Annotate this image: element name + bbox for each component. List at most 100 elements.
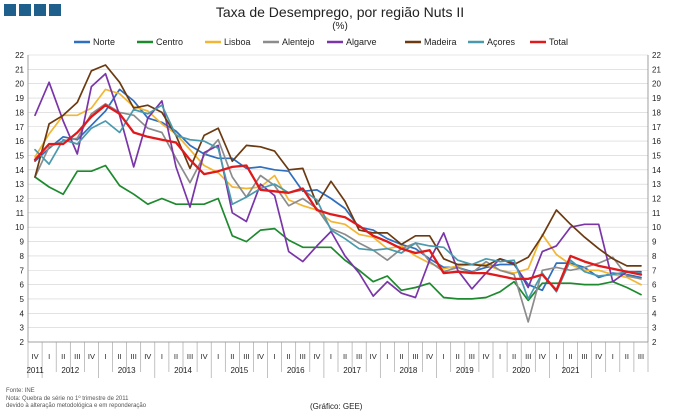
y-tick-label-right: 16: [652, 137, 661, 146]
y-tick-label-right: 9: [652, 238, 657, 247]
y-tick-label-right: 11: [652, 209, 661, 218]
y-tick-label-left: 7: [20, 266, 25, 275]
x-tick-label-year: 2016: [287, 366, 305, 375]
y-tick-label-right: 18: [652, 108, 661, 117]
legend-label: Algarve: [346, 37, 377, 47]
x-tick-label-quarter: II: [343, 352, 347, 361]
y-tick-label-left: 16: [15, 137, 24, 146]
y-tick-label-left: 20: [15, 80, 24, 89]
legend-label: Madeira: [424, 37, 457, 47]
x-tick-label-year: 2017: [343, 366, 361, 375]
y-tick-label-right: 4: [652, 309, 657, 318]
x-tick-label-quarter: IV: [31, 352, 38, 361]
legend-label: Açores: [487, 37, 516, 47]
x-tick-label-quarter: I: [499, 352, 501, 361]
y-tick-label-right: 14: [652, 166, 661, 175]
x-tick-label-quarter: I: [161, 352, 163, 361]
y-tick-label-right: 5: [652, 295, 657, 304]
x-tick-label-quarter: II: [625, 352, 629, 361]
y-tick-label-left: 10: [15, 223, 24, 232]
x-tick-label-quarter: II: [61, 352, 65, 361]
series-line-total: [33, 104, 643, 292]
x-tick-label-year: 2015: [230, 366, 248, 375]
y-tick-label-left: 21: [15, 65, 24, 74]
x-tick-label-quarter: III: [412, 352, 418, 361]
x-tick-label-year: 2013: [118, 366, 136, 375]
series-line-madeira: [34, 64, 642, 267]
x-tick-label-quarter: IV: [88, 352, 95, 361]
y-tick-label-left: 9: [20, 238, 25, 247]
legend-label: Norte: [93, 37, 115, 47]
y-tick-label-left: 3: [20, 324, 25, 333]
y-tick-label-left: 5: [20, 295, 25, 304]
x-tick-label-quarter: II: [230, 352, 234, 361]
x-tick-label-quarter: III: [74, 352, 80, 361]
chart-subtitle: (%): [332, 21, 348, 32]
legend-label: Centro: [156, 37, 183, 47]
y-tick-label-left: 13: [15, 180, 24, 189]
x-tick-label-quarter: IV: [201, 352, 208, 361]
x-tick-label-quarter: IV: [257, 352, 264, 361]
y-tick-label-right: 8: [652, 252, 657, 261]
x-tick-label-year: 2018: [400, 366, 418, 375]
source-note: Fonte: INE: [6, 388, 35, 394]
brand-logo: [4, 4, 61, 16]
x-tick-label-quarter: II: [512, 352, 516, 361]
x-tick-label-quarter: IV: [482, 352, 489, 361]
x-tick-label-quarter: I: [104, 352, 106, 361]
y-tick-label-left: 11: [16, 209, 25, 218]
x-tick-label-quarter: I: [274, 352, 276, 361]
y-tick-label-right: 17: [652, 123, 661, 132]
series-line-lisboa: [34, 88, 642, 286]
x-tick-label-quarter: III: [300, 352, 306, 361]
x-tick-label-quarter: IV: [426, 352, 433, 361]
x-tick-label-quarter: IV: [370, 352, 377, 361]
y-tick-label-left: 18: [15, 108, 24, 117]
legend-label: Total: [549, 37, 568, 47]
y-tick-label-right: 19: [652, 94, 661, 103]
y-tick-label-right: 10: [652, 223, 661, 232]
series-line-açores: [34, 104, 642, 300]
x-tick-label-quarter: I: [330, 352, 332, 361]
chart-title: Taxa de Desemprego, por região Nuts II: [215, 4, 465, 20]
y-tick-label-left: 14: [15, 166, 24, 175]
x-tick-label-quarter: I: [612, 352, 614, 361]
x-tick-label-quarter: III: [243, 352, 249, 361]
y-tick-label-right: 20: [652, 80, 661, 89]
legend-label: Alentejo: [282, 37, 315, 47]
y-tick-label-right: 15: [652, 151, 661, 160]
x-tick-label-quarter: IV: [539, 352, 546, 361]
series-line-centro: [34, 164, 642, 302]
y-tick-label-right: 2: [652, 338, 657, 347]
footnote-2: devido à alteração metodológica e em rep…: [6, 403, 147, 409]
x-tick-label-quarter: III: [525, 352, 531, 361]
x-tick-label-quarter: I: [386, 352, 388, 361]
x-tick-label-quarter: III: [638, 352, 644, 361]
legend-label: Lisboa: [224, 37, 251, 47]
x-tick-label-quarter: I: [48, 352, 50, 361]
x-tick-label-quarter: II: [456, 352, 460, 361]
x-tick-label-quarter: IV: [313, 352, 320, 361]
y-tick-label-left: 6: [20, 281, 25, 290]
x-tick-label-year: 2014: [174, 366, 192, 375]
x-tick-label-quarter: II: [399, 352, 403, 361]
x-tick-label-quarter: II: [568, 352, 572, 361]
x-tick-label-quarter: II: [118, 352, 122, 361]
x-tick-label-year: 2011: [26, 366, 44, 375]
x-tick-label-quarter: III: [469, 352, 475, 361]
footnote-1: Nota: Quebra de série no 1º trimestre de…: [6, 396, 129, 402]
x-tick-label-quarter: IV: [595, 352, 602, 361]
series-line-norte: [34, 88, 642, 292]
y-tick-label-left: 2: [20, 338, 25, 347]
y-tick-label-right: 12: [652, 195, 661, 204]
y-tick-label-left: 12: [15, 195, 24, 204]
y-tick-label-right: 6: [652, 281, 657, 290]
x-tick-label-quarter: I: [217, 352, 219, 361]
y-tick-label-right: 3: [652, 324, 657, 333]
y-tick-label-left: 4: [20, 309, 25, 318]
x-tick-label-quarter: II: [287, 352, 291, 361]
x-tick-label-quarter: III: [356, 352, 362, 361]
x-tick-label-quarter: III: [581, 352, 587, 361]
x-tick-label-year: 2021: [562, 366, 580, 375]
